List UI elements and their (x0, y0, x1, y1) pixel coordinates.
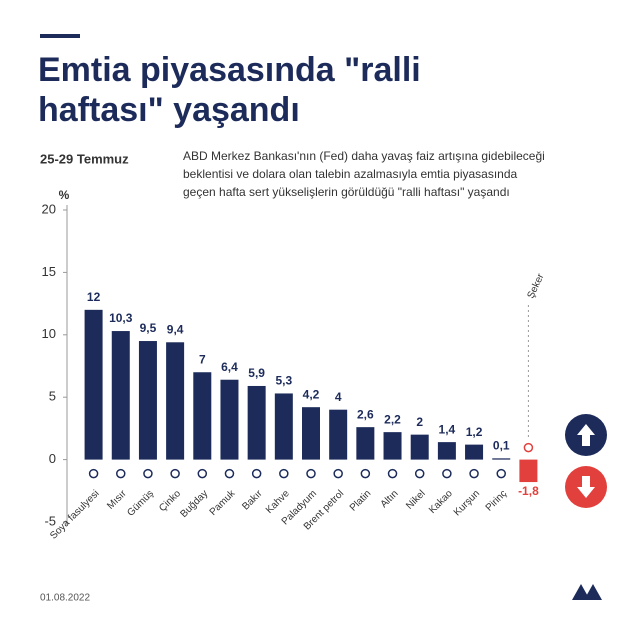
value-label: 2 (416, 415, 423, 429)
bar (302, 407, 320, 460)
y-tick-label: 15 (42, 264, 56, 279)
icon (88, 468, 99, 479)
bar (383, 432, 402, 460)
value-label: 5,9 (248, 366, 265, 380)
icon (251, 468, 262, 479)
bar (274, 393, 293, 460)
description: geçen hafta sert yükselişlerin görüldüğü… (183, 185, 510, 199)
icon (523, 442, 534, 453)
bar (247, 385, 266, 460)
down-icon (565, 466, 607, 508)
value-label: -1,8 (518, 484, 539, 498)
icon (279, 468, 289, 479)
value-label: 9,4 (167, 322, 184, 336)
icon (442, 468, 452, 479)
description: ABD Merkez Bankası'nın (Fed) daha yavaş … (183, 149, 545, 163)
bar (220, 379, 239, 460)
icon (333, 468, 343, 479)
bar (492, 458, 511, 460)
title: Emtia piyasasında "ralli (38, 51, 421, 89)
bar (437, 442, 456, 460)
bar (465, 444, 484, 460)
bar (519, 459, 538, 483)
value-label: 0,1 (493, 439, 510, 453)
y-tick-label: -5 (44, 513, 56, 528)
bar (166, 342, 185, 460)
bar (356, 427, 375, 460)
y-tick-label: 10 (42, 326, 56, 341)
value-label: 5,3 (275, 374, 292, 388)
subtitle: 25-29 Temmuz (40, 151, 129, 166)
accent-bar (40, 34, 80, 38)
value-label: 4 (335, 390, 342, 404)
icon (143, 468, 153, 479)
icon (360, 468, 371, 479)
value-label: 6,4 (221, 360, 238, 374)
value-label: 1,2 (466, 425, 483, 439)
title: haftası" yaşandı (38, 91, 300, 129)
value-label: 1,4 (439, 422, 456, 436)
bar (329, 409, 348, 460)
bar (84, 309, 103, 460)
value-label: 7 (199, 352, 206, 366)
y-tick-label: 0 (49, 451, 56, 466)
description: beklentisi ve dolara olan talebin azalma… (183, 167, 518, 181)
y-tick-label: 20 (42, 201, 56, 216)
icon (116, 468, 126, 479)
value-label: 2,6 (357, 407, 374, 421)
bar (138, 341, 157, 460)
icon (306, 468, 316, 479)
icon (469, 468, 479, 479)
logo (572, 584, 602, 600)
value-label: 4,2 (303, 387, 320, 401)
value-label: 2,2 (384, 412, 401, 426)
date: 01.08.2022 (40, 593, 90, 604)
icon (496, 468, 506, 479)
icon (414, 468, 425, 479)
icon (170, 468, 180, 479)
icon (197, 468, 208, 479)
icon (387, 468, 398, 479)
value-label: 12 (87, 290, 101, 304)
y-axis-label: % (59, 188, 70, 202)
bar (410, 434, 429, 460)
bar (111, 331, 130, 460)
icon (224, 468, 235, 479)
value-label: 9,5 (140, 321, 157, 335)
bar (193, 372, 212, 460)
y-tick-label: 5 (49, 389, 56, 404)
up-icon (565, 414, 607, 456)
value-label: 10,3 (109, 311, 133, 325)
